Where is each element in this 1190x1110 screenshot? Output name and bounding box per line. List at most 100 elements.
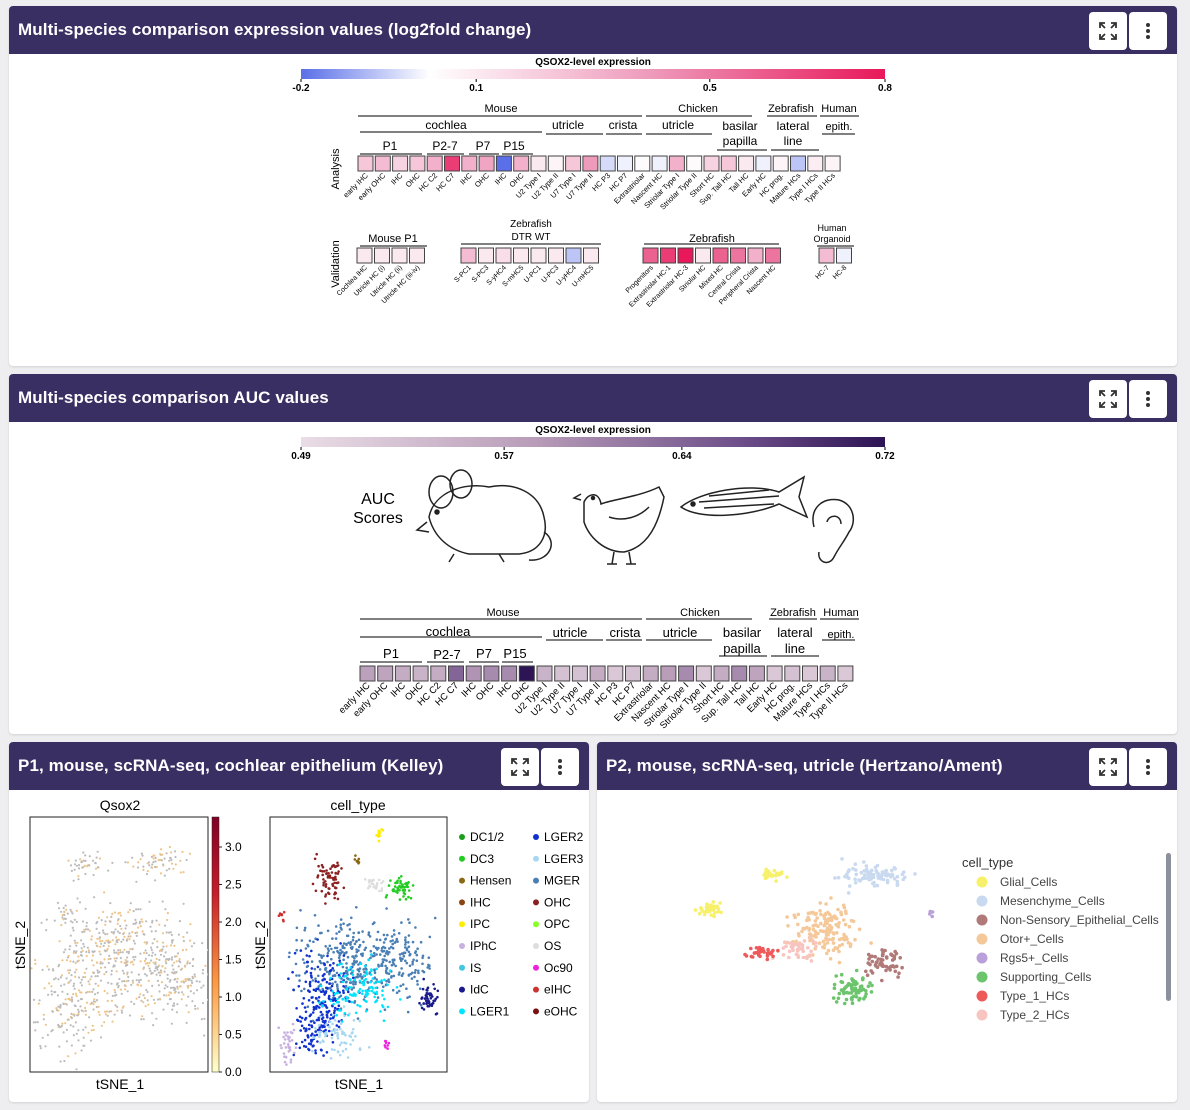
tsne-point [192,957,195,961]
tsne-point [185,858,188,862]
tsne-point [319,869,322,872]
tsne-point [314,1051,318,1055]
tsne-point [316,874,320,877]
menu-button[interactable] [1129,380,1167,418]
tsne-point [88,929,91,932]
tsne-point [134,918,137,921]
utricle-scatter: cell_type Glial_CellsMesenchyme_CellsNon… [693,855,1159,1022]
tsne-point [326,1011,330,1014]
tsne-point [311,979,315,982]
tsne-point [106,1014,109,1017]
tsne-point [399,879,402,883]
tsne-point [53,978,56,981]
tsne-point [358,1047,362,1050]
scatter-point [823,912,828,917]
tsne-point [63,917,66,920]
scatter-point [711,907,715,912]
expand-button[interactable] [1089,12,1127,50]
tsne-point [132,910,135,913]
legend-label: IHC [470,895,491,909]
tsne-point [148,861,151,864]
legend-label: LGER1 [470,1004,510,1018]
tsne-point [142,1018,145,1021]
tsne-point [279,1044,283,1047]
scatter-point [824,918,828,922]
tsne-point [189,939,192,942]
scatter-point [768,951,772,955]
tsne-point [75,944,78,947]
heatmap-cell [444,155,460,172]
heatmap-cell [678,665,695,682]
menu-button[interactable] [1129,748,1167,786]
tsne-point [310,960,314,963]
menu-button[interactable] [1129,12,1167,50]
tsne-point [171,956,174,959]
legend-marker [533,943,539,949]
tsne-point [204,964,207,967]
legend-label: Mesenchyme_Cells [1000,894,1105,908]
legend-marker [533,986,539,993]
scrollbar[interactable] [1166,853,1171,1001]
scatter-point [871,881,875,886]
tsne-point [397,932,401,935]
x-axis-label-left: tSNE_1 [96,1076,144,1092]
tsne-point [90,1029,93,1032]
tsne-point [420,1006,424,1010]
scatter-point [800,929,804,934]
scatter-point [870,983,874,988]
menu-button[interactable] [541,748,579,786]
panel-body: QSOX2-level expression -0.2 0.1 0.5 0.8 Ana… [9,54,1177,366]
scatter-point [808,935,813,939]
tsne-point [372,991,376,994]
tsne-point [363,964,367,968]
tsne-point [346,924,349,927]
scatter-point [874,869,878,873]
scatter-point [831,996,836,1000]
tsne-point [148,900,151,903]
expand-button[interactable] [1089,748,1127,786]
tsne-point [181,850,184,853]
expand-button[interactable] [1089,380,1127,418]
tsne-point [332,950,335,954]
tsne-point [75,950,78,953]
tsne-point [116,941,119,944]
tsne-point [300,939,304,942]
tsne-point [337,1020,341,1023]
group-chicken: Chicken [680,607,720,619]
tsne-point [292,1028,296,1032]
tsne-point [378,889,381,893]
tsne-point [411,884,415,887]
tsne-plots: Qsox2 cell_type 3.02.52.01.51.00.50.0 tS… [12,797,584,1092]
tsne-point [353,978,357,982]
tsne-point [110,915,113,918]
tsne-point [397,876,401,880]
tsne-point [340,1041,343,1044]
tsne-point [142,1001,145,1004]
scatter-point [825,921,829,925]
tsne-point [135,908,138,911]
tsne-point [131,931,134,934]
tsne-point [184,964,187,967]
tsne-point [407,895,410,899]
tsne-point [96,945,99,948]
tsne-point [334,886,338,890]
expand-button[interactable] [501,748,539,786]
tsne-point [401,883,404,886]
tsne-point [314,979,318,983]
tsne-point [349,968,352,971]
scatter-point [816,931,820,936]
tsne-point [349,1035,353,1038]
tsne-point [327,949,331,952]
tsne-point [340,1020,344,1023]
tsne-point [314,1030,318,1033]
scatter-point [787,955,791,960]
legend-marker [976,914,988,926]
heatmap-cell [409,247,425,264]
tsne-point [69,934,72,937]
scatter-point [892,877,897,881]
tsne-point [383,946,387,950]
tsne-point [119,914,122,917]
tsne-point [327,1029,331,1033]
tsne-point [101,929,105,932]
tsne-point [324,902,327,905]
